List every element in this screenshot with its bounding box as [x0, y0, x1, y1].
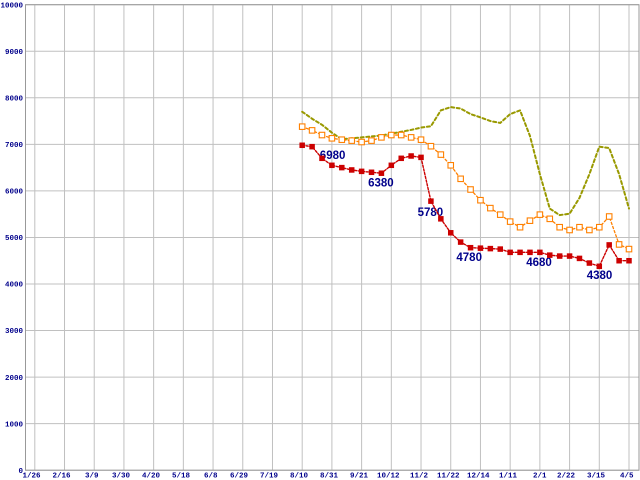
svg-text:6/29: 6/29	[230, 473, 249, 480]
svg-text:11/22: 11/22	[437, 473, 460, 480]
svg-text:4780: 4780	[456, 252, 482, 264]
svg-text:2/16: 2/16	[53, 473, 72, 480]
svg-text:6/8: 6/8	[204, 473, 218, 480]
svg-text:2/22: 2/22	[557, 473, 576, 480]
svg-text:3/30: 3/30	[112, 473, 131, 480]
svg-text:6000: 6000	[5, 189, 24, 197]
svg-text:3/9: 3/9	[85, 473, 99, 480]
svg-text:8/31: 8/31	[320, 473, 339, 480]
svg-text:12/14: 12/14	[467, 473, 490, 480]
svg-text:10000: 10000	[0, 3, 23, 11]
svg-text:4680: 4680	[526, 257, 552, 269]
svg-text:11/2: 11/2	[410, 473, 429, 480]
svg-text:4/5: 4/5	[620, 473, 634, 480]
svg-text:4000: 4000	[5, 282, 24, 290]
svg-text:2/1: 2/1	[533, 473, 547, 480]
svg-text:6380: 6380	[368, 178, 394, 190]
svg-text:9000: 9000	[5, 49, 24, 57]
svg-text:1000: 1000	[5, 422, 24, 430]
svg-text:7000: 7000	[5, 142, 24, 150]
svg-text:3000: 3000	[5, 328, 24, 336]
svg-text:10/12: 10/12	[377, 473, 400, 480]
svg-text:7/19: 7/19	[260, 473, 279, 480]
svg-text:2000: 2000	[5, 375, 24, 383]
svg-text:1/11: 1/11	[499, 473, 518, 480]
svg-text:1/26: 1/26	[23, 473, 42, 480]
svg-text:8/10: 8/10	[290, 473, 309, 480]
svg-text:4/20: 4/20	[142, 473, 161, 480]
svg-text:5/18: 5/18	[172, 473, 191, 480]
svg-text:8000: 8000	[5, 96, 24, 104]
svg-text:4380: 4380	[587, 270, 613, 282]
svg-text:9/21: 9/21	[350, 473, 369, 480]
svg-text:3/15: 3/15	[587, 473, 606, 480]
svg-text:5000: 5000	[5, 235, 24, 243]
